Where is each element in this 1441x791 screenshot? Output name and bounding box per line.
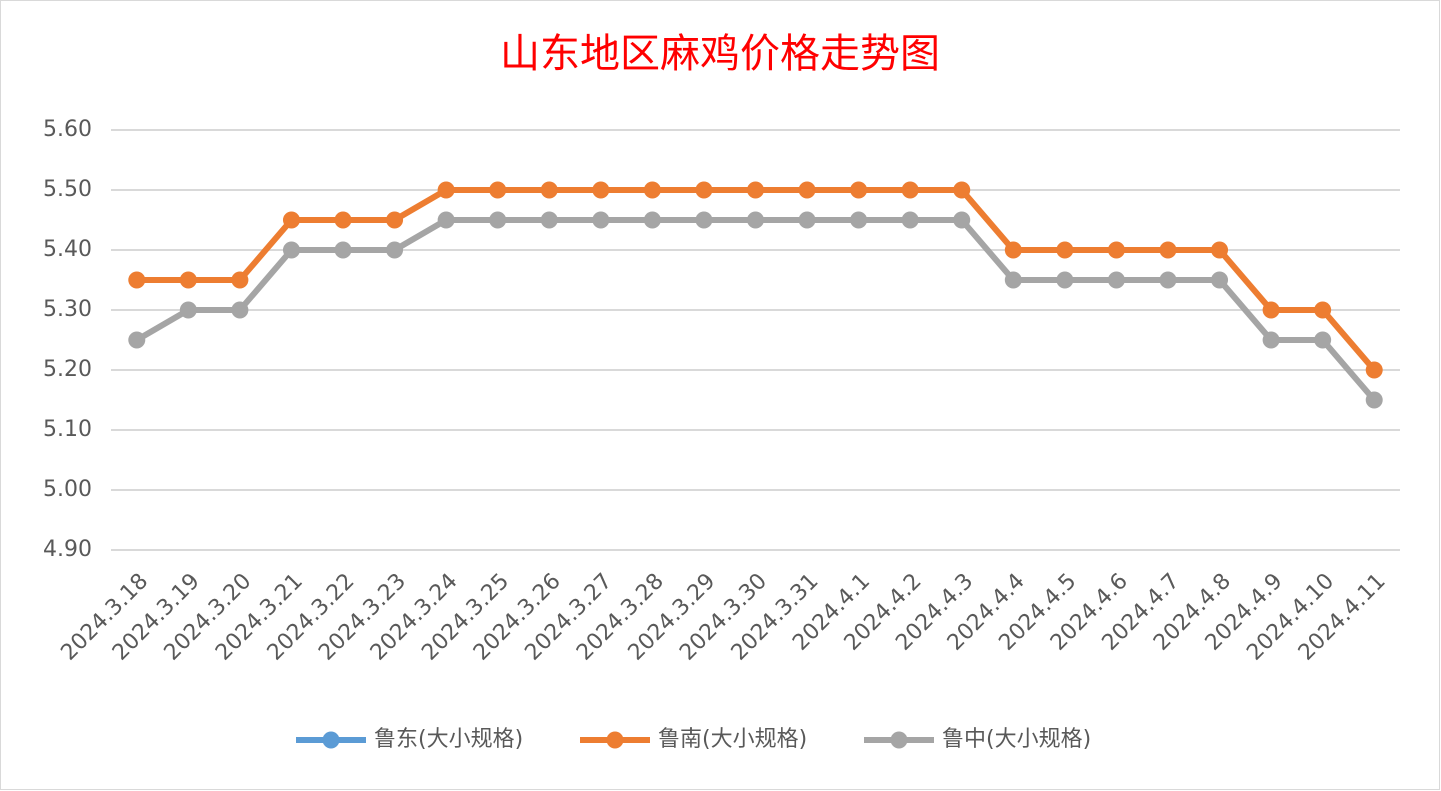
point [437, 211, 455, 229]
point [747, 181, 764, 199]
point [1314, 301, 1332, 319]
point [1314, 331, 1332, 349]
point [747, 211, 764, 229]
point [643, 211, 661, 229]
point [1159, 241, 1177, 259]
point [1107, 241, 1125, 259]
point [1365, 391, 1383, 409]
point [540, 181, 558, 199]
chart-title: 山东地区麻鸡价格走势图 [500, 31, 940, 77]
point [953, 211, 971, 229]
point [1365, 361, 1383, 379]
point [1004, 241, 1022, 259]
point [179, 301, 197, 319]
point [695, 181, 713, 199]
point [128, 271, 146, 289]
y-tick-label: 5.50 [43, 177, 92, 202]
point [592, 211, 610, 229]
point [901, 211, 919, 229]
point [953, 181, 971, 199]
point [1211, 271, 1229, 289]
point [334, 211, 352, 229]
point [231, 301, 249, 319]
legend-marker [322, 731, 340, 749]
point [282, 241, 300, 259]
y-tick-label: 5.30 [43, 297, 92, 322]
legend-marker [606, 731, 624, 749]
point [1262, 331, 1280, 349]
y-tick-label: 5.10 [43, 417, 92, 442]
point [128, 331, 146, 349]
point [1159, 271, 1177, 289]
legend-label: 鲁南(大小规格) [658, 727, 807, 752]
y-tick-label: 5.00 [43, 477, 92, 502]
point [282, 211, 300, 229]
point [334, 241, 352, 259]
point [592, 181, 610, 199]
point [540, 211, 558, 229]
point [489, 181, 507, 199]
y-tick-label: 4.90 [43, 537, 92, 562]
point [179, 271, 197, 289]
point [643, 181, 661, 199]
point [798, 181, 816, 199]
point [901, 181, 919, 199]
point [386, 241, 404, 259]
point [1262, 301, 1280, 319]
point [231, 271, 249, 289]
point [850, 181, 868, 199]
point [386, 211, 404, 229]
legend-marker [890, 731, 908, 749]
point [850, 211, 868, 229]
point [798, 211, 816, 229]
point [1211, 241, 1229, 259]
point [437, 181, 455, 199]
point [695, 211, 713, 229]
point [1004, 271, 1022, 289]
point [489, 211, 507, 229]
point [1056, 271, 1074, 289]
point [1107, 271, 1125, 289]
point [1056, 241, 1074, 259]
y-tick-label: 5.60 [43, 117, 92, 142]
legend-label: 鲁中(大小规格) [942, 727, 1091, 752]
legend-label: 鲁东(大小规格) [374, 727, 523, 752]
y-tick-label: 5.40 [43, 237, 92, 262]
y-tick-label: 5.20 [43, 357, 92, 382]
